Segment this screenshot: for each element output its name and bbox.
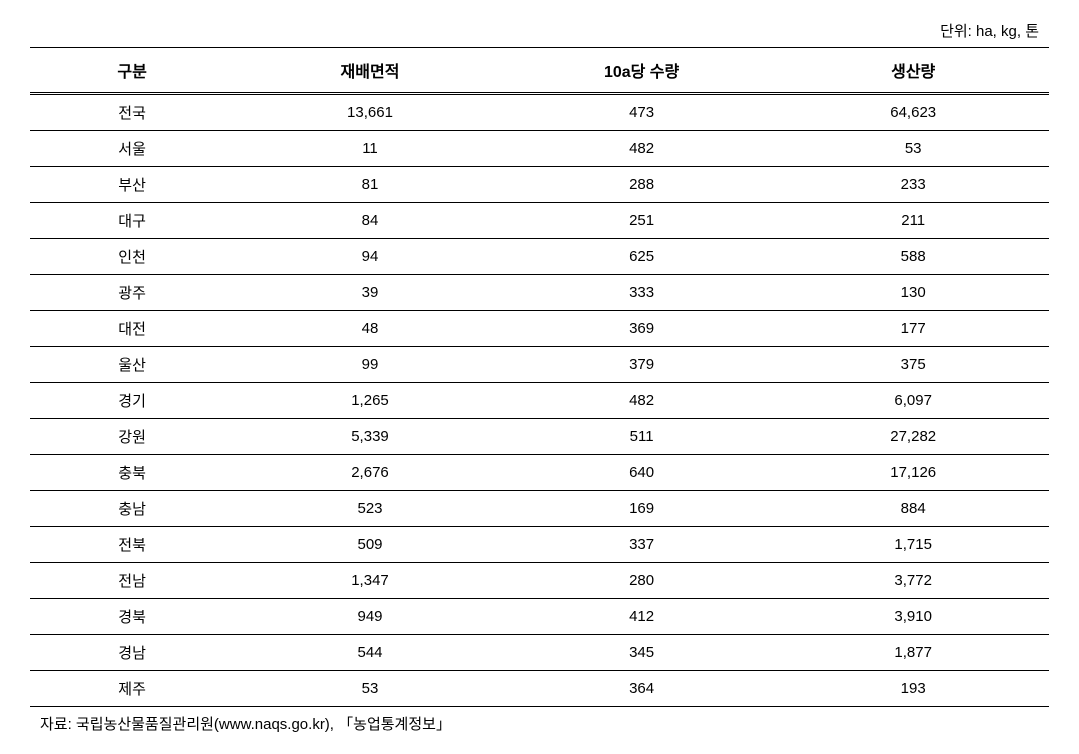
cell-production: 588	[777, 239, 1049, 275]
cell-region: 울산	[30, 347, 234, 383]
unit-label: 단위: ha, kg, 톤	[30, 20, 1049, 41]
cell-production: 1,877	[777, 635, 1049, 671]
cell-yield: 369	[506, 311, 778, 347]
cell-production: 64,623	[777, 94, 1049, 131]
cell-region: 경남	[30, 635, 234, 671]
cell-area: 84	[234, 203, 506, 239]
cell-production: 1,715	[777, 527, 1049, 563]
column-header-production: 생산량	[777, 48, 1049, 94]
cell-area: 11	[234, 131, 506, 167]
cell-region: 부산	[30, 167, 234, 203]
cell-area: 1,347	[234, 563, 506, 599]
table-row: 제주 53 364 193	[30, 671, 1049, 707]
table-row: 강원 5,339 511 27,282	[30, 419, 1049, 455]
cell-production: 193	[777, 671, 1049, 707]
table-row: 울산 99 379 375	[30, 347, 1049, 383]
cell-yield: 482	[506, 383, 778, 419]
cell-region: 경기	[30, 383, 234, 419]
table-row: 충북 2,676 640 17,126	[30, 455, 1049, 491]
cell-area: 48	[234, 311, 506, 347]
table-row: 전남 1,347 280 3,772	[30, 563, 1049, 599]
table-row: 대구 84 251 211	[30, 203, 1049, 239]
cell-region: 인천	[30, 239, 234, 275]
cell-area: 39	[234, 275, 506, 311]
cell-region: 광주	[30, 275, 234, 311]
cell-area: 1,265	[234, 383, 506, 419]
table-row: 경북 949 412 3,910	[30, 599, 1049, 635]
cell-yield: 379	[506, 347, 778, 383]
column-header-region: 구분	[30, 48, 234, 94]
cell-production: 3,910	[777, 599, 1049, 635]
cell-region: 전북	[30, 527, 234, 563]
cell-yield: 280	[506, 563, 778, 599]
cell-production: 3,772	[777, 563, 1049, 599]
cell-region: 충남	[30, 491, 234, 527]
cell-area: 5,339	[234, 419, 506, 455]
cell-area: 94	[234, 239, 506, 275]
cell-region: 대구	[30, 203, 234, 239]
cell-yield: 345	[506, 635, 778, 671]
cell-production: 375	[777, 347, 1049, 383]
cell-production: 53	[777, 131, 1049, 167]
cell-yield: 288	[506, 167, 778, 203]
cell-production: 177	[777, 311, 1049, 347]
cell-area: 2,676	[234, 455, 506, 491]
cell-area: 523	[234, 491, 506, 527]
table-row: 경남 544 345 1,877	[30, 635, 1049, 671]
cell-yield: 412	[506, 599, 778, 635]
cell-yield: 337	[506, 527, 778, 563]
cell-yield: 333	[506, 275, 778, 311]
cell-production: 17,126	[777, 455, 1049, 491]
cell-yield: 473	[506, 94, 778, 131]
cell-yield: 640	[506, 455, 778, 491]
source-note: 자료: 국립농산물품질관리원(www.naqs.go.kr), 「농업통계정보」	[30, 713, 1049, 734]
cell-production: 211	[777, 203, 1049, 239]
cell-production: 6,097	[777, 383, 1049, 419]
table-header-row: 구분 재배면적 10a당 수량 생산량	[30, 48, 1049, 94]
cell-region: 강원	[30, 419, 234, 455]
cell-area: 13,661	[234, 94, 506, 131]
cell-region: 서울	[30, 131, 234, 167]
cell-area: 544	[234, 635, 506, 671]
cell-production: 233	[777, 167, 1049, 203]
cell-region: 전남	[30, 563, 234, 599]
cell-yield: 511	[506, 419, 778, 455]
cell-region: 경북	[30, 599, 234, 635]
column-header-area: 재배면적	[234, 48, 506, 94]
table-row: 부산 81 288 233	[30, 167, 1049, 203]
cell-area: 509	[234, 527, 506, 563]
column-header-yield: 10a당 수량	[506, 48, 778, 94]
cell-yield: 169	[506, 491, 778, 527]
table-body: 전국 13,661 473 64,623 서울 11 482 53 부산 81 …	[30, 94, 1049, 707]
table-row: 서울 11 482 53	[30, 131, 1049, 167]
cell-production: 130	[777, 275, 1049, 311]
data-table: 구분 재배면적 10a당 수량 생산량 전국 13,661 473 64,623…	[30, 47, 1049, 707]
cell-region: 충북	[30, 455, 234, 491]
cell-production: 27,282	[777, 419, 1049, 455]
cell-area: 53	[234, 671, 506, 707]
cell-region: 제주	[30, 671, 234, 707]
table-row: 광주 39 333 130	[30, 275, 1049, 311]
table-row: 충남 523 169 884	[30, 491, 1049, 527]
cell-production: 884	[777, 491, 1049, 527]
table-row: 경기 1,265 482 6,097	[30, 383, 1049, 419]
table-row: 전국 13,661 473 64,623	[30, 94, 1049, 131]
cell-yield: 625	[506, 239, 778, 275]
table-row: 전북 509 337 1,715	[30, 527, 1049, 563]
table-row: 대전 48 369 177	[30, 311, 1049, 347]
cell-yield: 482	[506, 131, 778, 167]
cell-yield: 251	[506, 203, 778, 239]
cell-region: 대전	[30, 311, 234, 347]
cell-area: 81	[234, 167, 506, 203]
cell-area: 949	[234, 599, 506, 635]
cell-area: 99	[234, 347, 506, 383]
cell-yield: 364	[506, 671, 778, 707]
table-row: 인천 94 625 588	[30, 239, 1049, 275]
cell-region: 전국	[30, 94, 234, 131]
